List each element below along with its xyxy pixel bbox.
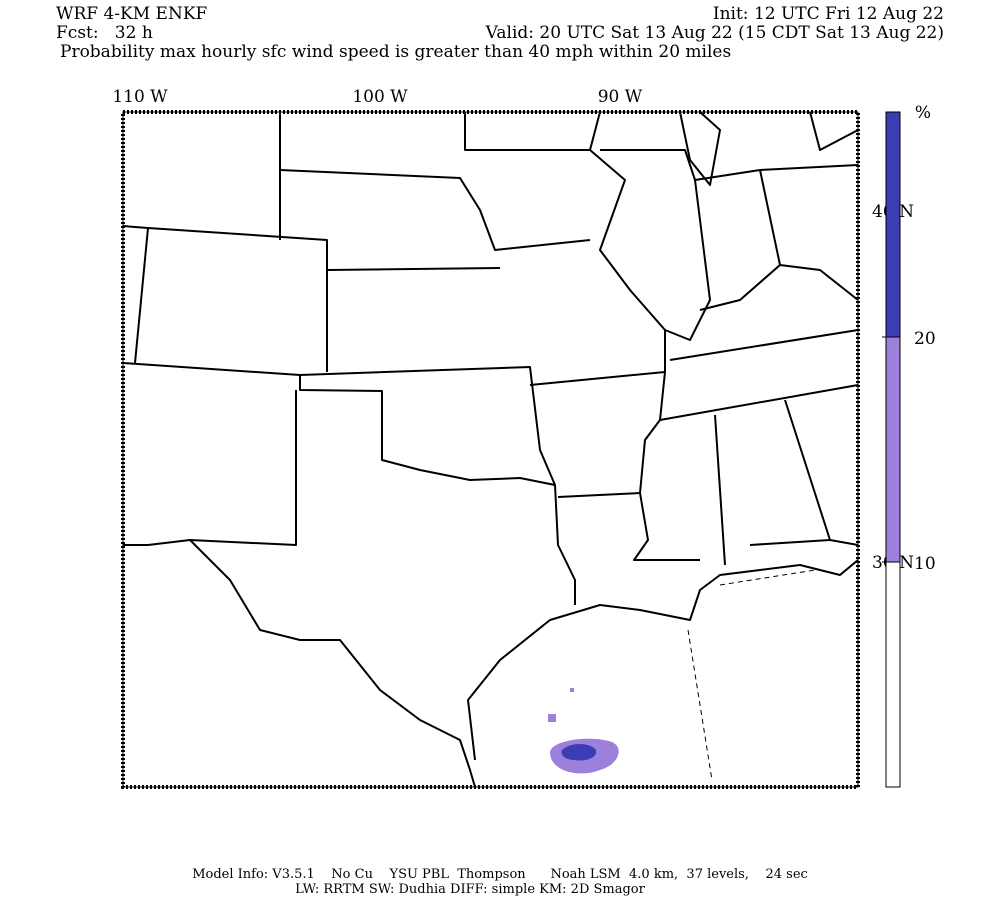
product-title: Probability max hourly sfc wind speed is… — [60, 42, 731, 62]
colorbar-tick-label: 20 — [914, 329, 936, 349]
probability-field — [548, 688, 619, 774]
colorbar: 10 20 — [882, 111, 936, 788]
lon-label: 110 W — [112, 87, 168, 107]
map — [121, 110, 860, 789]
footer-line: LW: RRTM SW: Dudhia DIFF: simple KM: 2D … — [295, 882, 645, 897]
lon-label: 90 W — [598, 87, 643, 107]
lon-label: 100 W — [352, 87, 408, 107]
colorbar-tick-label: 10 — [914, 554, 936, 574]
state-borders — [122, 111, 859, 788]
init-time: Init: 12 UTC Fri 12 Aug 22 — [713, 4, 944, 24]
marine-boundaries — [687, 569, 816, 781]
map-border — [122, 111, 859, 788]
map-frame — [121, 110, 860, 789]
colorbar-segment — [885, 336, 901, 563]
colorbar-segment — [885, 561, 901, 788]
colorbar-unit: % — [915, 103, 931, 123]
forecast-hour: Fcst: 32 h — [56, 23, 153, 43]
colorbar-segment — [885, 111, 901, 338]
footer-line: Model Info: V3.5.1 No Cu YSU PBL Thompso… — [192, 867, 808, 882]
model-name: WRF 4-KM ENKF — [56, 4, 208, 24]
valid-time: Valid: 20 UTC Sat 13 Aug 22 (15 CDT Sat … — [485, 23, 944, 43]
